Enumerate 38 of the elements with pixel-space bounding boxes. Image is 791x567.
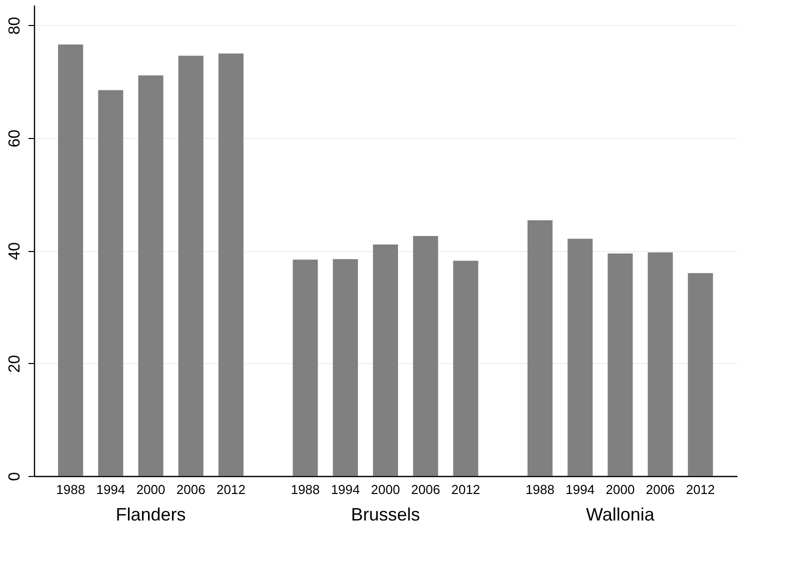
bar xyxy=(413,236,438,476)
bar xyxy=(648,252,673,476)
bar xyxy=(568,238,593,476)
bar xyxy=(292,260,318,476)
bar xyxy=(332,259,358,476)
bar xyxy=(138,75,164,476)
bar xyxy=(98,90,124,476)
y-tick-label: 80 xyxy=(6,16,24,35)
text: 2000 xyxy=(371,482,400,497)
bar xyxy=(453,260,478,476)
text: 1988 xyxy=(56,482,86,497)
bar xyxy=(58,44,84,476)
text: 2000 xyxy=(136,482,166,497)
series-label: 2000 xyxy=(606,482,635,497)
y-tick-label: 40 xyxy=(6,242,24,260)
y-tick-label: 20 xyxy=(6,354,24,373)
bar xyxy=(178,56,204,476)
series-label: 2006 xyxy=(646,482,675,497)
x-tick-label: Flanders xyxy=(116,504,186,524)
bar xyxy=(688,273,713,476)
series-label: 1988 xyxy=(290,482,320,497)
y-tick-label: 0 xyxy=(6,472,24,481)
text: 1994 xyxy=(330,482,360,497)
y-tick-label: 60 xyxy=(6,129,24,148)
text: 2012 xyxy=(216,482,246,497)
text: 2012 xyxy=(686,482,715,497)
text: 2006 xyxy=(411,482,440,497)
x-tick-label: Brussels xyxy=(350,504,420,524)
text: 1988 xyxy=(526,482,554,497)
x-tick-label: Wallonia xyxy=(586,504,656,524)
text: 1994 xyxy=(566,482,595,497)
bar xyxy=(218,53,244,476)
series-label: 1994 xyxy=(96,482,126,497)
bar xyxy=(608,253,633,476)
bar xyxy=(528,220,553,476)
text: 2006 xyxy=(176,482,206,497)
bar xyxy=(372,244,398,476)
series-label: 2012 xyxy=(451,482,480,497)
